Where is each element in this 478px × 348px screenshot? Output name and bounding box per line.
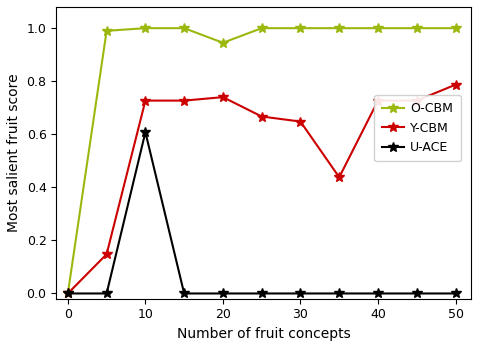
Y-CBM	[220, 95, 226, 99]
Line: O-CBM: O-CBM	[63, 23, 460, 298]
Y-axis label: Most salient fruit score: Most salient fruit score	[7, 73, 21, 232]
X-axis label: Number of fruit concepts: Number of fruit concepts	[177, 327, 350, 341]
O-CBM	[453, 26, 458, 30]
Line: Y-CBM: Y-CBM	[63, 80, 460, 298]
U-ACE	[414, 291, 420, 295]
U-ACE	[259, 291, 264, 295]
U-ACE	[298, 291, 304, 295]
U-ACE	[453, 291, 458, 295]
Y-CBM	[453, 82, 458, 87]
U-ACE	[375, 291, 381, 295]
O-CBM	[181, 26, 187, 30]
O-CBM	[220, 41, 226, 45]
U-ACE	[181, 291, 187, 295]
U-ACE	[142, 130, 148, 134]
Y-CBM	[181, 98, 187, 103]
Y-CBM	[65, 291, 71, 295]
Y-CBM	[375, 98, 381, 103]
O-CBM	[375, 26, 381, 30]
Y-CBM	[337, 175, 342, 179]
U-ACE	[220, 291, 226, 295]
O-CBM	[298, 26, 304, 30]
U-ACE	[65, 291, 71, 295]
Line: U-ACE: U-ACE	[63, 127, 460, 298]
Y-CBM	[259, 114, 264, 119]
U-ACE	[337, 291, 342, 295]
Y-CBM	[104, 252, 109, 256]
Y-CBM	[142, 98, 148, 103]
Legend: O-CBM, Y-CBM, U-ACE: O-CBM, Y-CBM, U-ACE	[374, 95, 461, 161]
Y-CBM	[414, 98, 420, 103]
O-CBM	[104, 29, 109, 33]
O-CBM	[259, 26, 264, 30]
O-CBM	[414, 26, 420, 30]
Y-CBM	[298, 119, 304, 124]
O-CBM	[142, 26, 148, 30]
O-CBM	[337, 26, 342, 30]
O-CBM	[65, 291, 71, 295]
U-ACE	[104, 291, 109, 295]
